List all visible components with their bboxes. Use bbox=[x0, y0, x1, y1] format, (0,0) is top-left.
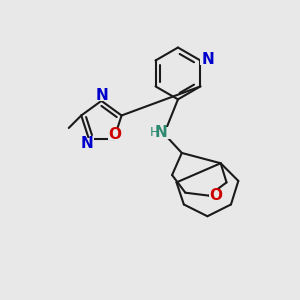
Text: N: N bbox=[81, 136, 94, 152]
Text: N: N bbox=[96, 88, 108, 103]
Text: O: O bbox=[108, 127, 121, 142]
FancyBboxPatch shape bbox=[95, 90, 109, 101]
FancyBboxPatch shape bbox=[108, 129, 121, 140]
Text: H: H bbox=[150, 126, 159, 140]
Text: O: O bbox=[209, 188, 222, 203]
FancyBboxPatch shape bbox=[149, 127, 171, 139]
FancyBboxPatch shape bbox=[81, 138, 94, 149]
Text: N: N bbox=[155, 125, 168, 140]
Text: N: N bbox=[201, 52, 214, 67]
FancyBboxPatch shape bbox=[200, 54, 215, 65]
FancyBboxPatch shape bbox=[208, 190, 222, 201]
